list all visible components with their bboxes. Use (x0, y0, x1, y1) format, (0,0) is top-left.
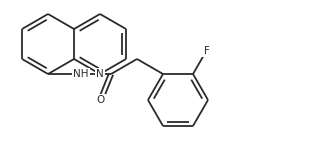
Text: NH: NH (73, 69, 89, 79)
Text: F: F (204, 46, 210, 56)
Text: O: O (96, 95, 105, 105)
Text: N: N (96, 69, 104, 79)
